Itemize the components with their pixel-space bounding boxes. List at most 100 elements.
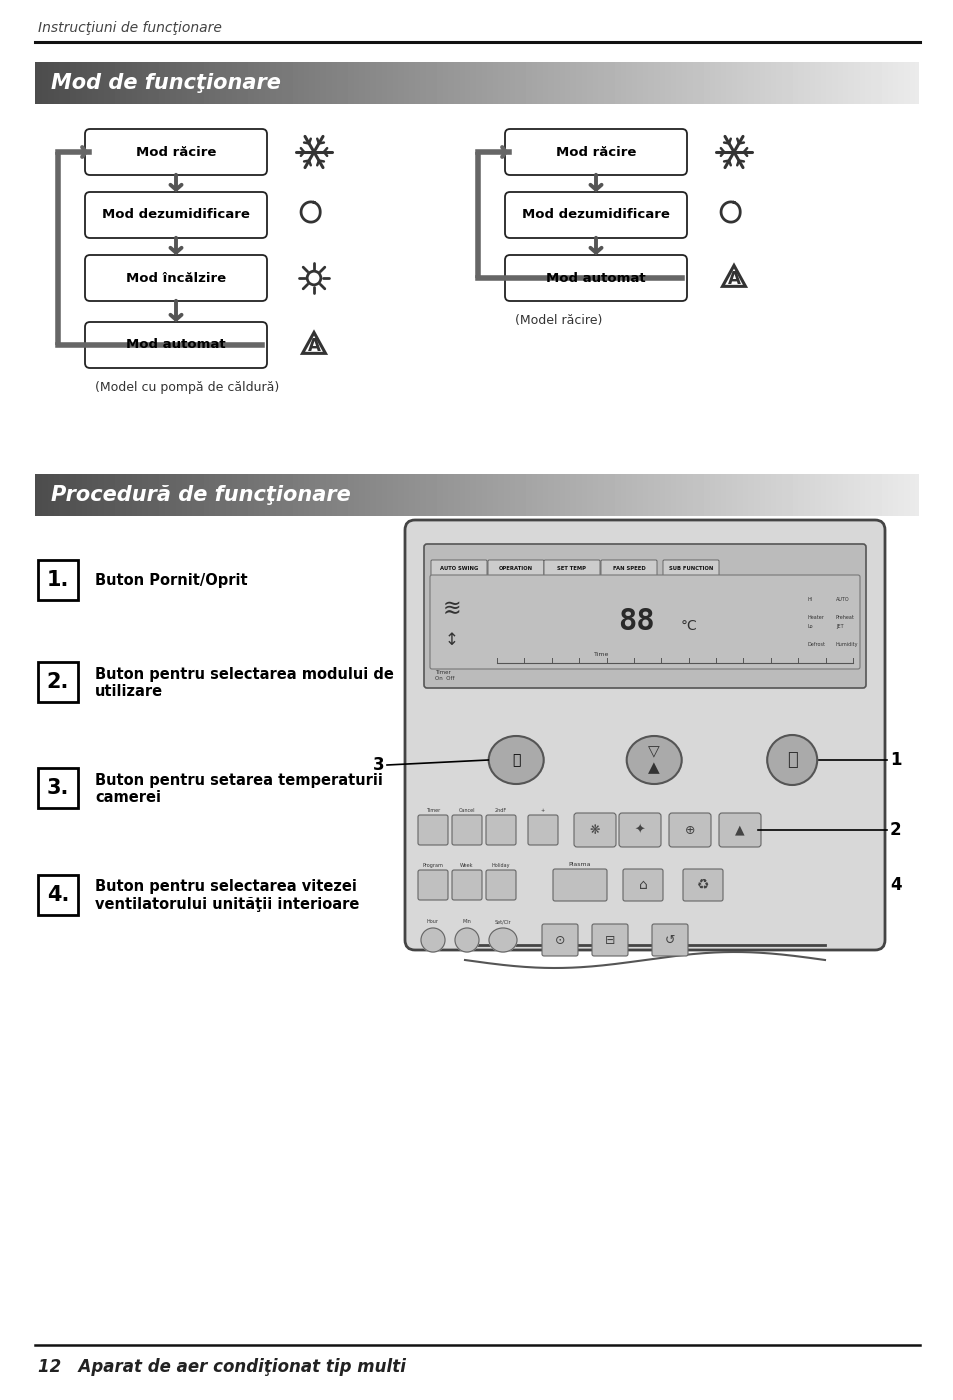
- FancyBboxPatch shape: [417, 815, 448, 846]
- Text: ≋: ≋: [442, 599, 461, 619]
- Text: 4.: 4.: [47, 885, 70, 904]
- Text: 12   Aparat de aer condiţionat tip multi: 12 Aparat de aer condiţionat tip multi: [38, 1358, 406, 1376]
- Text: 🌡: 🌡: [512, 753, 519, 767]
- FancyBboxPatch shape: [485, 815, 516, 846]
- Text: Hi: Hi: [807, 596, 812, 602]
- Text: Time: Time: [593, 652, 608, 658]
- Text: Buton pentru setarea temperaturii: Buton pentru setarea temperaturii: [95, 773, 382, 787]
- Text: JET: JET: [835, 624, 842, 629]
- Text: ↕: ↕: [445, 631, 458, 650]
- FancyBboxPatch shape: [662, 560, 719, 578]
- Text: Mod răcire: Mod răcire: [135, 146, 216, 158]
- FancyBboxPatch shape: [85, 129, 267, 175]
- Text: AUTO: AUTO: [835, 596, 849, 602]
- FancyBboxPatch shape: [541, 924, 578, 956]
- Text: ❋: ❋: [589, 823, 599, 836]
- Ellipse shape: [626, 736, 681, 784]
- Text: Lo: Lo: [807, 624, 813, 629]
- Ellipse shape: [455, 928, 478, 952]
- Text: ▽: ▽: [648, 745, 659, 759]
- Text: Mod de funcţionare: Mod de funcţionare: [51, 73, 280, 92]
- FancyBboxPatch shape: [504, 255, 686, 301]
- Text: A: A: [727, 270, 740, 288]
- Text: °C: °C: [679, 619, 697, 633]
- Text: ✦: ✦: [634, 823, 644, 836]
- Text: Plasma: Plasma: [568, 862, 591, 867]
- FancyBboxPatch shape: [485, 869, 516, 900]
- Text: Instrucţiuni de funcţionare: Instrucţiuni de funcţionare: [38, 21, 222, 35]
- Text: ▲: ▲: [648, 760, 659, 776]
- Text: 88: 88: [618, 608, 654, 637]
- Text: Program: Program: [422, 862, 443, 868]
- FancyBboxPatch shape: [85, 322, 267, 368]
- FancyBboxPatch shape: [85, 255, 267, 301]
- FancyBboxPatch shape: [651, 924, 687, 956]
- FancyBboxPatch shape: [504, 192, 686, 238]
- Text: (Model cu pompă de căldură): (Model cu pompă de căldură): [95, 381, 279, 393]
- Text: +: +: [540, 808, 544, 813]
- Text: Buton Pornit/Oprit: Buton Pornit/Oprit: [95, 573, 248, 588]
- Text: Humidity: Humidity: [835, 643, 858, 647]
- FancyBboxPatch shape: [504, 129, 686, 175]
- FancyBboxPatch shape: [38, 769, 78, 808]
- Text: camerei: camerei: [95, 791, 161, 805]
- FancyBboxPatch shape: [38, 662, 78, 701]
- Text: Timer: Timer: [425, 808, 439, 813]
- FancyBboxPatch shape: [719, 813, 760, 847]
- Ellipse shape: [489, 928, 517, 952]
- FancyBboxPatch shape: [682, 869, 722, 902]
- Text: 1: 1: [889, 750, 901, 769]
- Text: Set/Clr: Set/Clr: [495, 918, 511, 924]
- Text: Ⓟ: Ⓟ: [786, 750, 797, 769]
- Text: On  Off: On Off: [435, 676, 454, 682]
- Text: SET TEMP: SET TEMP: [557, 567, 586, 571]
- FancyBboxPatch shape: [38, 560, 78, 601]
- FancyBboxPatch shape: [431, 560, 486, 578]
- Text: OPERATION: OPERATION: [498, 567, 533, 571]
- Text: ⊙: ⊙: [554, 934, 565, 946]
- Text: Timer: Timer: [435, 669, 450, 675]
- Text: Hour: Hour: [427, 918, 438, 924]
- FancyBboxPatch shape: [553, 869, 606, 902]
- Text: 2.: 2.: [47, 672, 70, 692]
- Text: 4: 4: [889, 876, 901, 895]
- Ellipse shape: [420, 928, 444, 952]
- Text: Mod automat: Mod automat: [546, 272, 645, 284]
- Text: Defrost: Defrost: [807, 643, 825, 647]
- FancyBboxPatch shape: [592, 924, 627, 956]
- FancyBboxPatch shape: [405, 519, 884, 951]
- Text: ventilatorului unităţii interioare: ventilatorului unităţii interioare: [95, 897, 359, 913]
- FancyBboxPatch shape: [543, 560, 599, 578]
- FancyBboxPatch shape: [574, 813, 616, 847]
- Text: utilizare: utilizare: [95, 685, 163, 700]
- FancyBboxPatch shape: [527, 815, 558, 846]
- Ellipse shape: [488, 736, 543, 784]
- Text: Mod dezumidificare: Mod dezumidificare: [521, 209, 669, 221]
- Text: Heater: Heater: [807, 615, 824, 620]
- Text: Mod dezumidificare: Mod dezumidificare: [102, 209, 250, 221]
- Text: 3: 3: [373, 756, 385, 774]
- Text: A: A: [307, 337, 320, 356]
- Text: FAN SPEED: FAN SPEED: [612, 567, 644, 571]
- FancyBboxPatch shape: [618, 813, 660, 847]
- FancyBboxPatch shape: [38, 875, 78, 916]
- Text: Min: Min: [462, 918, 471, 924]
- FancyBboxPatch shape: [423, 545, 865, 687]
- Text: Procedură de funcţionare: Procedură de funcţionare: [51, 484, 351, 505]
- Text: ⊕: ⊕: [684, 823, 695, 836]
- Text: ⌂: ⌂: [638, 878, 647, 892]
- FancyBboxPatch shape: [85, 192, 267, 238]
- Text: AUTO SWING: AUTO SWING: [439, 567, 477, 571]
- FancyBboxPatch shape: [600, 560, 657, 578]
- FancyBboxPatch shape: [488, 560, 543, 578]
- FancyBboxPatch shape: [622, 869, 662, 902]
- FancyBboxPatch shape: [452, 815, 481, 846]
- Text: 2: 2: [889, 820, 901, 839]
- Text: Buton pentru selectarea vitezei: Buton pentru selectarea vitezei: [95, 879, 356, 895]
- Text: ♻: ♻: [696, 878, 708, 892]
- Text: 3.: 3.: [47, 778, 70, 798]
- Text: Cancel: Cancel: [458, 808, 475, 813]
- Text: Week: Week: [459, 862, 474, 868]
- FancyBboxPatch shape: [417, 869, 448, 900]
- Text: ⊟: ⊟: [604, 934, 615, 946]
